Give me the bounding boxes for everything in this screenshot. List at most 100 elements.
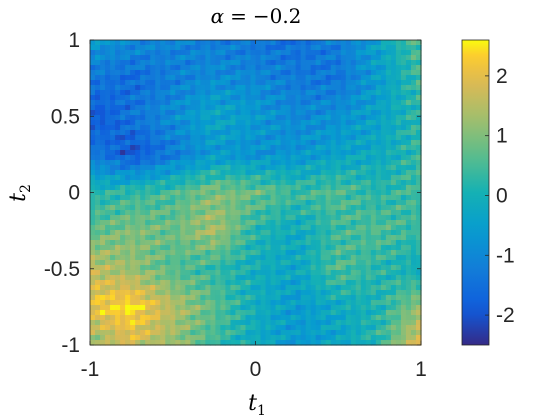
heatmap-cell [90,50,96,56]
heatmap-cell [190,105,196,111]
heatmap-cell [295,315,302,321]
heatmap-cell [195,115,201,121]
heatmap-cell [195,230,201,236]
heatmap-cell [130,115,136,121]
heatmap-cell [295,230,302,236]
heatmap-cell [400,85,407,91]
heatmap-cell [330,260,337,266]
heatmap-cell [285,175,292,181]
heatmap-cell [160,80,166,86]
heatmap-cell [290,295,297,301]
heatmap-cell [375,105,382,111]
heatmap-cell [255,330,262,336]
heatmap-cell [220,60,227,66]
heatmap-cell [265,85,272,91]
heatmap-cell [385,120,392,126]
heatmap-cell [220,290,227,296]
heatmap-cell [335,290,342,296]
heatmap-cell [175,295,181,301]
y-tick-label: 0 [68,182,80,205]
heatmap-cell [155,85,161,91]
heatmap-cell [365,105,372,111]
heatmap-cell [355,185,362,191]
heatmap-cell [365,45,372,51]
heatmap-cell [145,195,151,201]
heatmap-cell [100,150,106,156]
heatmap-cell [245,90,252,96]
heatmap-cell [410,240,417,246]
heatmap-cell [180,310,186,316]
heatmap-cell [220,65,227,71]
heatmap-cell [350,265,357,271]
heatmap-cell [320,280,327,286]
heatmap-cell [365,95,372,101]
heatmap-cell [405,295,412,301]
heatmap-cell [310,105,317,111]
heatmap-cell [375,100,382,106]
heatmap-cell [245,235,252,241]
heatmap-cell [210,220,216,226]
heatmap-cell [205,280,211,286]
heatmap-cell [395,85,402,91]
heatmap-cell [125,225,131,231]
heatmap-cell [95,315,101,321]
heatmap-cell [200,195,206,201]
heatmap-cell [200,310,206,316]
heatmap-cell [180,105,186,111]
heatmap-cell [405,85,412,91]
heatmap-cell [380,165,387,171]
heatmap-cell [350,215,357,221]
heatmap-cell [155,160,161,166]
heatmap-cell [215,165,221,171]
heatmap-cell [315,115,322,121]
heatmap-cell [135,245,141,251]
heatmap-cell [315,55,322,61]
heatmap-cell [340,60,347,66]
heatmap-cell [120,80,126,86]
heatmap-cell [195,300,201,306]
heatmap-cell [355,120,362,126]
heatmap-cell [120,340,126,346]
heatmap-cell [290,215,297,221]
heatmap-cell [145,290,151,296]
heatmap-cell [415,45,422,51]
heatmap-cell [200,95,206,101]
heatmap-cell [365,170,372,176]
heatmap-cell [225,190,232,196]
heatmap-cell [350,160,357,166]
heatmap-cell [95,325,101,331]
heatmap-cell [145,275,151,281]
heatmap-cell [220,225,227,231]
heatmap-cell [390,125,397,131]
heatmap-cell [305,185,312,191]
heatmap-cell [370,200,377,206]
heatmap-cell [300,325,307,331]
heatmap-cell [105,275,111,281]
heatmap-cell [210,190,216,196]
heatmap-cell [245,320,252,326]
heatmap-cell [245,40,252,46]
heatmap-cell [125,310,131,316]
heatmap-cell [295,260,302,266]
heatmap-cell [360,290,367,296]
heatmap-cell [290,115,297,121]
heatmap-cell [100,280,106,286]
heatmap-cell [255,160,262,166]
heatmap-cell [305,160,312,166]
heatmap-cell [285,305,292,311]
heatmap-cell [350,280,357,286]
heatmap-cell [360,170,367,176]
heatmap-cell [175,50,181,56]
heatmap-cell [195,220,201,226]
heatmap-cell [215,215,221,221]
heatmap-cell [95,330,101,336]
heatmap-cell [390,70,397,76]
heatmap-cell [290,85,297,91]
heatmap-cell [350,80,357,86]
heatmap-cell [235,285,242,291]
heatmap-cell [325,85,332,91]
heatmap-cell [340,205,347,211]
heatmap-cell [145,40,151,46]
heatmap-cell [260,190,267,196]
heatmap-cell [150,135,156,141]
